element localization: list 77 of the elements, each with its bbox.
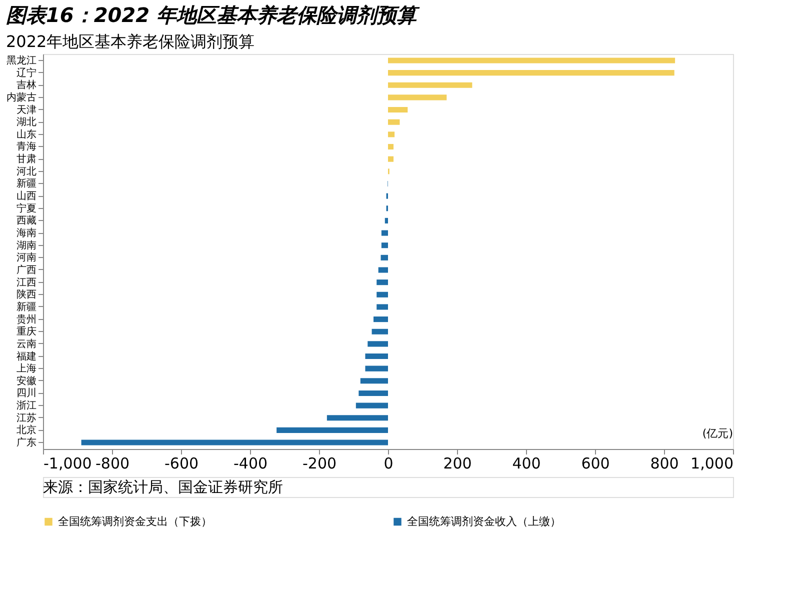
x-tick-label: 200 bbox=[443, 454, 472, 472]
y-tick-label: 江西 bbox=[16, 276, 36, 288]
x-tick-label: 600 bbox=[581, 454, 610, 472]
x-tick-label: 400 bbox=[512, 454, 541, 472]
bar bbox=[365, 353, 388, 360]
y-tick-label: 河北 bbox=[16, 165, 36, 178]
bar bbox=[388, 144, 394, 150]
y-tick-label: 青海 bbox=[16, 140, 36, 153]
bar bbox=[388, 106, 408, 113]
bar bbox=[384, 218, 388, 224]
y-tick-label: 宁夏 bbox=[16, 202, 36, 214]
bar bbox=[388, 94, 447, 100]
bar bbox=[276, 427, 388, 433]
y-tick-label: 山东 bbox=[16, 128, 36, 140]
x-tick-label: -600 bbox=[164, 454, 199, 472]
bar bbox=[388, 119, 400, 125]
y-tick-label: 海南 bbox=[16, 227, 36, 240]
bar bbox=[381, 242, 388, 248]
bar bbox=[380, 254, 388, 260]
bar bbox=[388, 70, 674, 76]
y-tick-label: 福建 bbox=[16, 350, 36, 362]
x-tick-label: -800 bbox=[95, 454, 130, 472]
y-tick-label: 湖南 bbox=[16, 239, 36, 252]
bar bbox=[326, 415, 388, 421]
bar bbox=[358, 390, 388, 396]
x-tick-label: 0 bbox=[384, 454, 394, 472]
y-tick-label: 安徽 bbox=[16, 374, 36, 387]
y-tick-label: 山西 bbox=[16, 190, 36, 202]
bar bbox=[388, 156, 394, 162]
bar bbox=[376, 280, 388, 286]
y-tick-label: 天津 bbox=[16, 104, 36, 116]
annotation: (亿元) bbox=[702, 427, 733, 440]
y-tick-label: 重庆 bbox=[16, 326, 36, 338]
bar bbox=[388, 58, 676, 64]
y-tick-label: 辽宁 bbox=[16, 66, 36, 79]
y-tick-label: 广西 bbox=[16, 264, 36, 276]
bar bbox=[376, 304, 388, 310]
x-tick-label: 800 bbox=[650, 454, 679, 472]
y-tick-label: 江苏 bbox=[16, 412, 36, 424]
x-tick-label: -400 bbox=[233, 454, 268, 472]
bar bbox=[81, 440, 388, 446]
legend-label: 全国统筹调剂资金支出（下拨） bbox=[58, 514, 212, 528]
y-tick-label: 内蒙古 bbox=[6, 91, 36, 104]
legend-label: 全国统筹调剂资金收入（上缴） bbox=[407, 514, 561, 528]
y-tick-label: 吉林 bbox=[16, 79, 36, 92]
bar bbox=[376, 292, 388, 298]
y-tick-label: 广东 bbox=[16, 436, 36, 449]
y-tick-label: 云南 bbox=[16, 338, 36, 350]
y-tick-label: 黑龙江 bbox=[6, 54, 36, 66]
y-tick-label: 西藏 bbox=[16, 214, 36, 227]
bar bbox=[368, 341, 388, 347]
bar bbox=[381, 230, 388, 236]
y-tick-label: 上海 bbox=[16, 362, 36, 375]
bar bbox=[372, 328, 388, 334]
chart-subtitle: 2022年地区基本养老保险调剂预算 bbox=[6, 32, 255, 51]
y-tick-label: 湖北 bbox=[16, 116, 36, 128]
bar bbox=[365, 366, 388, 372]
x-tick-label: -1,000 bbox=[44, 454, 92, 472]
y-tick-label: 贵州 bbox=[16, 313, 36, 326]
chart-title: 图表16：2022 年地区基本养老保险调剂预算 bbox=[6, 3, 420, 27]
y-tick-label: 河南 bbox=[16, 252, 36, 264]
y-tick-label: 浙江 bbox=[16, 400, 36, 412]
y-tick-label: 新疆 bbox=[16, 178, 36, 190]
y-tick-label: 四川 bbox=[16, 387, 36, 400]
bar bbox=[356, 402, 388, 408]
bar bbox=[388, 82, 472, 88]
y-tick-label: 陕西 bbox=[16, 288, 36, 301]
y-tick-label: 甘肃 bbox=[16, 153, 36, 166]
y-tick-label: 北京 bbox=[16, 424, 36, 436]
bar bbox=[388, 132, 395, 138]
bar bbox=[378, 267, 388, 273]
bar bbox=[374, 316, 388, 322]
source-note: 来源：国家统计局、国金证券研究所 bbox=[43, 478, 283, 496]
x-tick-label: 1,000 bbox=[690, 454, 734, 472]
y-tick-label: 新疆 bbox=[16, 300, 36, 313]
bar bbox=[360, 378, 388, 384]
x-tick-label: -200 bbox=[302, 454, 337, 472]
